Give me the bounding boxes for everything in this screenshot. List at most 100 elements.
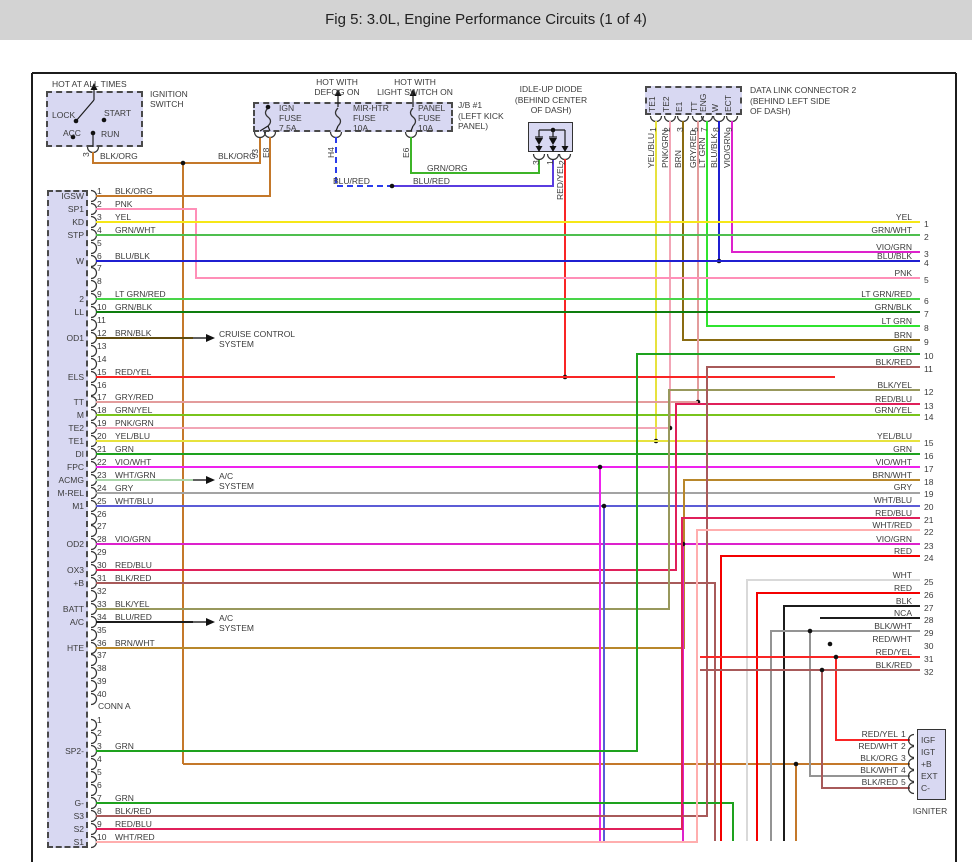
wire-line [410, 125, 414, 132]
arrow-right [206, 618, 215, 626]
right-pin-number: 2 [924, 232, 929, 242]
wire-blk-org [92, 137, 261, 164]
connector-pin-arc [90, 447, 98, 461]
right-pin-number: 11 [924, 364, 933, 374]
connector-pin-arc [90, 434, 98, 448]
connector-pin-arc [90, 537, 98, 551]
connector-pin-arc [90, 344, 98, 358]
ecm-pin-number: 3 [97, 212, 102, 222]
fuse-symbol [334, 107, 342, 127]
right-pin-number: 28 [924, 615, 934, 625]
junction-dot [827, 641, 833, 647]
connector-pin-arc [90, 641, 98, 655]
right-pin-wire-label: PNK [894, 268, 912, 278]
wire-wht-red [96, 529, 920, 843]
ecm-pin-number: 24 [97, 483, 107, 493]
ecm-pin-number: 40 [97, 689, 107, 699]
ecm-wire-label: YEL/BLU [115, 431, 150, 441]
ecm-pin-number: 36 [97, 638, 107, 648]
ecm-pin-number: 5 [97, 767, 102, 777]
ecm-signal-label: TE1 [68, 436, 84, 446]
idle-up-diode-label: IDLE-UP DIODE [519, 84, 583, 94]
right-pin-number: 8 [924, 323, 929, 333]
ecm-signal-label: G- [74, 798, 84, 808]
connector-pin-arc [90, 305, 98, 319]
right-pin-number: 32 [924, 667, 934, 677]
wire-red [720, 555, 920, 841]
ecm-wire-label: RED/YEL [115, 367, 152, 377]
wire-blk-org [96, 137, 271, 197]
ecm-pin-number: 7 [97, 263, 102, 273]
ecm-pin-number: 37 [97, 650, 107, 660]
ecm-pin-number: 33 [97, 599, 107, 609]
ecm-pin-number: 1 [97, 715, 102, 725]
wire-red [756, 592, 920, 841]
junction-dot [833, 654, 839, 660]
connector-pin-arc [90, 666, 98, 680]
data-link-wire-label: BRN [673, 150, 683, 168]
data-link-wire-label: YEL/BLU [646, 133, 656, 168]
right-pin-wire-label: BLK [895, 596, 912, 606]
right-pin-number: 13 [924, 401, 934, 411]
connector-pin-arc [90, 395, 98, 409]
igniter-signal-label: +B [921, 759, 932, 769]
igniter-wire-label: BLK/RED [861, 777, 898, 787]
ecm-signal-label: KD [72, 217, 84, 227]
ecm-pin-number: 15 [97, 367, 107, 377]
data-link-connector-label: OF DASH) [750, 106, 791, 117]
ecm-pin-number: 12 [97, 328, 107, 338]
right-pin-number: 10 [924, 351, 934, 361]
wire-blu-red [392, 159, 554, 187]
connector-pin-arc [329, 131, 343, 139]
data-link-pin-number: 3 [675, 127, 685, 132]
arrow-right [206, 334, 215, 342]
right-pin-number: 4 [924, 258, 929, 268]
wire-red-blu [96, 403, 920, 571]
wire-lt-grn [706, 121, 920, 327]
ecm-pin-number: 29 [97, 547, 107, 557]
hot-with-defog-label: HOT WITH [316, 77, 358, 87]
connector-pin-arc [676, 115, 690, 123]
ecm-signal-label: SP2- [65, 746, 84, 756]
panel-fuse-label: 10A [418, 123, 434, 133]
ecm-wire-label: GRN/YEL [115, 405, 153, 415]
igniter-title: IGNITER [912, 806, 948, 816]
connector-pin-arc [90, 615, 98, 629]
right-pin-number: 15 [924, 438, 934, 448]
ecm-pin-number: 21 [97, 444, 107, 454]
right-pin-wire-label: RED/BLU [875, 394, 912, 404]
data-link-connector-label: DATA LINK CONNECTOR 2 [750, 85, 857, 95]
ecm-pin-number: 2 [97, 199, 102, 209]
ecm-signal-label: S3 [73, 811, 84, 821]
ecm-wire-label: BLK/RED [115, 806, 152, 816]
ecm-signal-label: TT [73, 397, 84, 407]
right-pin-wire-label: VIO/WHT [875, 457, 912, 467]
connector-pin-arc [90, 757, 98, 771]
ecm-pin-number: 39 [97, 676, 107, 686]
wire-color-label: BLU/RED [333, 176, 370, 186]
ecm-wire-label: BLU/RED [115, 612, 152, 622]
right-pin-number: 21 [924, 515, 934, 525]
junction-block-label: (LEFT KICK [458, 110, 504, 121]
junction-dot [601, 503, 607, 509]
connector-pin-arc [90, 589, 98, 603]
igniter-wire-label: RED/WHT [858, 741, 898, 751]
connector-pin-arc [546, 153, 560, 161]
junction-dot [180, 160, 186, 166]
ecm-pin-number: 8 [97, 276, 102, 286]
ecm-signal-label: IGSW [61, 191, 84, 201]
ecm-pin-number: 18 [97, 405, 107, 415]
ign-fuse-label: FUSE [279, 113, 302, 123]
connector-pin-arc [90, 318, 98, 332]
right-pin-number: 18 [924, 477, 934, 487]
wire-grn [96, 802, 734, 841]
ecm-pin-number: 22 [97, 457, 107, 467]
fuse-pin-j3: J3 [250, 149, 260, 158]
connector-pin-arc [725, 115, 739, 123]
hot-with-defog-label: DEFOG ON [314, 87, 360, 97]
connector-pin-arc [90, 383, 98, 397]
data-link-signal-label: TE2 [661, 96, 671, 112]
switch-position-lock: LOCK [52, 110, 76, 120]
connector-pin-arc [90, 189, 98, 203]
ecm-signal-label: 2 [79, 294, 84, 304]
